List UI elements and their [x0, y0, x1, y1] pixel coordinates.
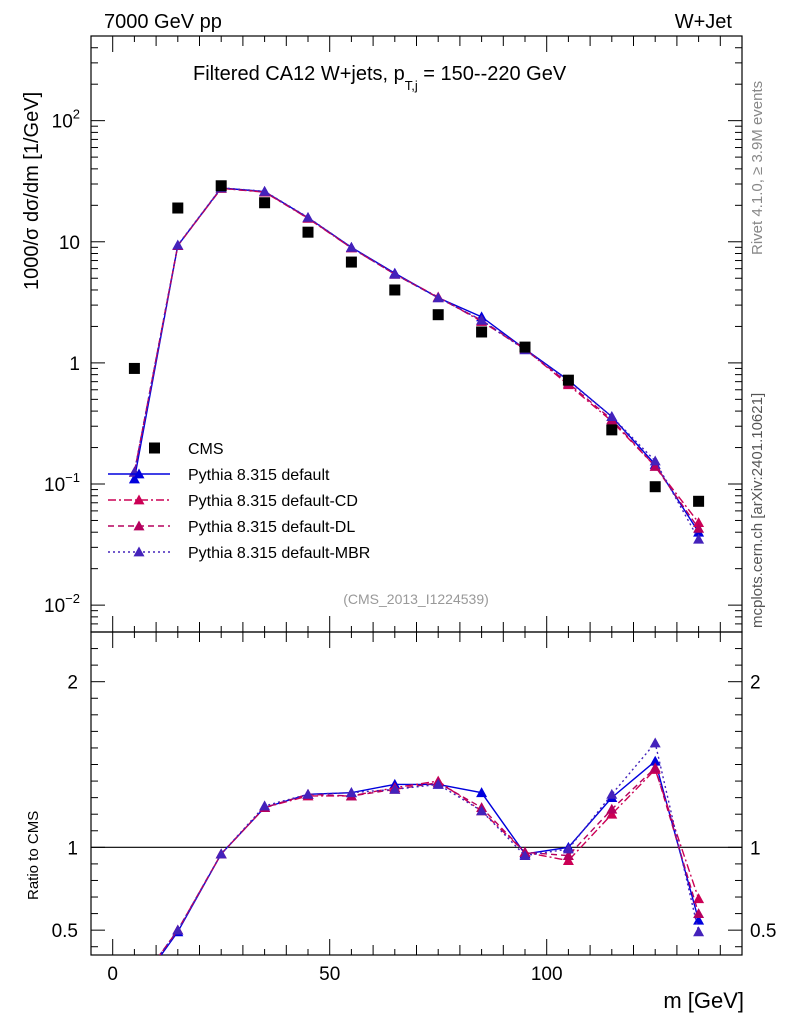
cms-data-point — [303, 227, 314, 238]
ratio-y-axis-label: Ratio to CMS — [25, 811, 42, 900]
cms-data-point — [216, 180, 227, 191]
cms-data-point — [433, 309, 444, 320]
y-tick-label-base: 10 — [44, 596, 65, 617]
figure: 7000 GeV pp W+Jet Rivet 4.1.0, ≥ 3.9M ev… — [0, 0, 786, 1024]
ratio-tick-label-right: 1 — [750, 838, 761, 859]
series-marker-3 — [346, 242, 357, 252]
ratio-tick-label: 1 — [67, 838, 78, 859]
plot-title-sub: T,j — [405, 78, 418, 93]
legend: CMS Pythia 8.315 default Pythia 8.315 defa… — [108, 441, 370, 562]
cms-data-point — [389, 284, 400, 295]
y-tick-label-base: 10 — [44, 475, 65, 496]
cms-data-point — [129, 363, 140, 374]
legend-label-cms: CMS — [188, 441, 224, 458]
header-left: 7000 GeV pp — [104, 11, 222, 33]
x-axis-label: m [GeV] — [663, 988, 744, 1013]
cms-data-point — [606, 424, 617, 435]
ratio-marker-3 — [693, 926, 704, 936]
legend-marker-3 — [134, 547, 145, 557]
y-tick-label-base: 10 — [52, 112, 73, 133]
main-plot-frame — [91, 36, 742, 632]
ratio-plot-frame — [91, 632, 742, 955]
legend-label-1: Pythia 8.315 default-CD — [188, 493, 358, 510]
legend-marker-cms — [149, 443, 160, 454]
y-tick-label: 10−1 — [44, 470, 80, 496]
y-tick-label: 102 — [52, 107, 80, 133]
x-axis: 0 50 100 — [107, 36, 720, 985]
cms-data-point — [650, 481, 661, 492]
y-axis-label: 1000/σ dσ/dm [1/GeV] — [21, 92, 43, 290]
x-tick-label: 50 — [319, 964, 340, 985]
mcplots-label: mcplots.cern.ch [arXiv:2401.10621] — [749, 393, 766, 628]
header-right: W+Jet — [675, 11, 733, 33]
legend-label-3: Pythia 8.315 default-MBR — [188, 545, 370, 562]
ratio-plot-series — [134, 737, 704, 992]
cms-data-point — [693, 496, 704, 507]
ratio-marker-2 — [606, 804, 617, 814]
legend-label-2: Pythia 8.315 default-DL — [188, 519, 355, 536]
series-line-3 — [134, 188, 698, 539]
analysis-label: (CMS_2013_I1224539) — [343, 591, 489, 607]
plot-title-rest: = 150--220 GeV — [418, 63, 567, 85]
x-tick-label: 100 — [531, 964, 563, 985]
y-tick-label-base: 1 — [69, 354, 80, 375]
plot-title-main: Filtered CA12 W+jets, p — [193, 63, 405, 85]
cms-data-point — [172, 203, 183, 214]
y-tick-label: 10−2 — [44, 591, 80, 617]
cms-data-point — [520, 342, 531, 353]
ratio-marker-3 — [650, 737, 661, 747]
cms-data-point — [476, 326, 487, 337]
plot-title: Filtered CA12 W+jets, pT,j = 150--220 Ge… — [193, 63, 567, 93]
ratio-y-axis: 0.5 0.5 1 1 2 2 — [52, 632, 777, 947]
rivet-version-label: Rivet 4.1.0, ≥ 3.9M events — [749, 81, 766, 255]
y-tick-label: 1 — [69, 354, 80, 375]
cms-data-point — [563, 375, 574, 386]
cms-data-point — [346, 257, 357, 268]
main-plot-series — [129, 182, 704, 543]
y-tick-label-exp: −1 — [65, 470, 80, 485]
y-tick-label-exp: 2 — [73, 107, 80, 122]
ratio-tick-label-right: 2 — [750, 673, 761, 694]
ratio-tick-label-right: 0.5 — [750, 921, 776, 942]
legend-label-0: Pythia 8.315 default — [188, 467, 330, 484]
y-tick-label: 10 — [59, 233, 80, 254]
series-marker-3 — [303, 212, 314, 222]
cms-data-point — [259, 197, 270, 208]
y-tick-label-exp: −2 — [65, 591, 80, 606]
ratio-line-1 — [134, 769, 698, 989]
ratio-tick-label: 2 — [67, 673, 78, 694]
y-tick-label-base: 10 — [59, 233, 80, 254]
series-marker-3 — [433, 292, 444, 302]
ratio-tick-label: 0.5 — [52, 921, 78, 942]
x-tick-label: 0 — [107, 964, 118, 985]
